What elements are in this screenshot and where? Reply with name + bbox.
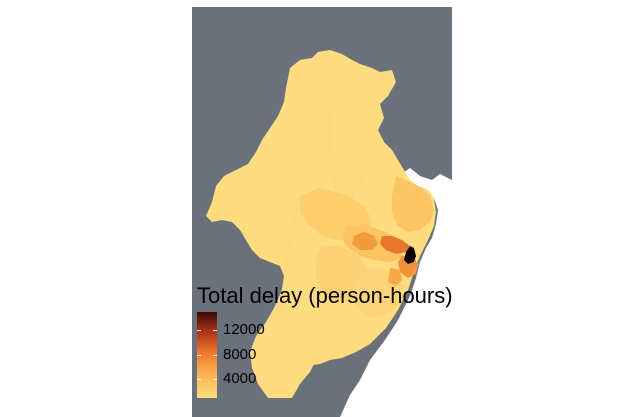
legend-title: Total delay (person-hours)	[197, 283, 453, 308]
suburb-boundaries	[270, 110, 421, 361]
coastline-sea	[340, 163, 452, 417]
legend-tick-mark-4000-right	[213, 379, 217, 380]
region-north-shore	[392, 176, 434, 232]
region-strathfield	[380, 236, 410, 254]
legend-tick-mark-4000	[197, 379, 201, 380]
legend-tick-12000: 12000	[223, 321, 265, 338]
legend-tick-mark-12000	[197, 330, 201, 331]
legend-tick-8000: 8000	[223, 346, 257, 363]
region-cbd-hotspot	[404, 246, 416, 264]
legend-tick-mark-12000-right	[213, 330, 217, 331]
region-airport	[388, 268, 402, 286]
region-parramatta	[352, 232, 378, 250]
region-south	[250, 290, 318, 398]
legend-color-bar	[197, 312, 217, 398]
legend-tick-mark-8000-right	[213, 355, 217, 356]
legend-tick-mark-8000	[197, 355, 201, 356]
legend-tick-4000: 4000	[223, 370, 257, 387]
